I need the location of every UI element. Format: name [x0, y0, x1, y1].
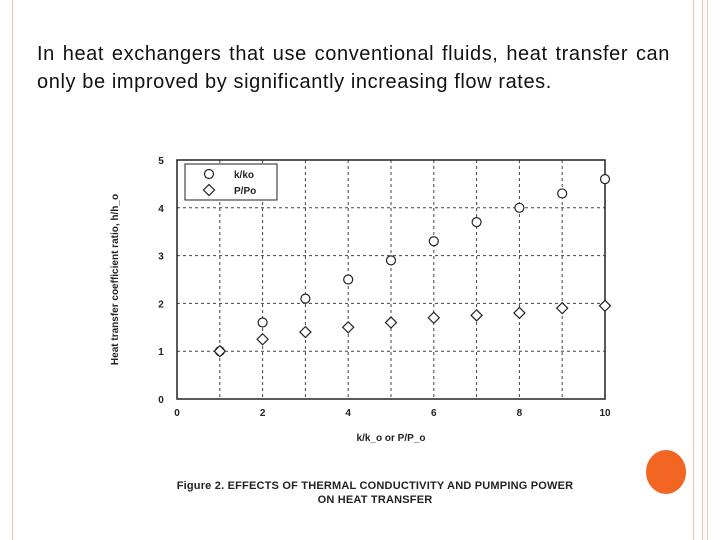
diamond-data-point: [213, 344, 227, 358]
legend-label: P/Po: [234, 186, 256, 197]
circle-data-point: [428, 236, 439, 247]
legend-circle-marker: [203, 168, 215, 180]
scatter-chart: 0 2 4 6 8 10 0 1 2 3 4 5 k/k_o or P/P_o Heat transfer…: [110, 156, 612, 444]
legend-box: [184, 163, 278, 201]
diamond-data-point: [598, 299, 612, 313]
legend-diamond-marker: [202, 183, 216, 197]
frame-line-right-2: [702, 0, 703, 540]
frame-line-left: [12, 0, 13, 540]
x-tick-label: 10: [599, 408, 611, 419]
x-tick-label: 2: [260, 408, 266, 419]
y-tick-label: 4: [158, 204, 164, 215]
diamond-data-point: [299, 325, 312, 339]
circle-data-point: [257, 317, 268, 328]
circle-data-point: [514, 202, 525, 213]
diamond-data-point: [470, 309, 483, 322]
y-tick-label: 3: [158, 252, 164, 263]
circle-data-point: [557, 188, 568, 199]
x-axis-label: k/k_o or P/P_o: [357, 433, 426, 444]
frame-line-right-1: [693, 0, 694, 540]
x-tick-label: 8: [517, 408, 523, 419]
accent-circle: [646, 450, 686, 494]
y-tick-label: 5: [158, 156, 164, 167]
diamond-data-point: [384, 316, 398, 329]
circle-data-point: [599, 174, 611, 185]
diamond-data-point: [555, 301, 569, 315]
slide-body-text: In heat exchangers that use conventional…: [37, 43, 670, 93]
y-axis-label: Heat transfer coefficient ratio, h/h_o: [110, 194, 121, 365]
x-tick-label: 4: [345, 408, 351, 419]
y-tick-label: 1: [158, 347, 164, 358]
x-tick-label: 0: [174, 408, 180, 419]
x-tick-label: 6: [431, 408, 437, 419]
diamond-data-point: [427, 311, 441, 325]
figure: 0 2 4 6 8 10 0 1 2 3 4 5 k/k_o or P/P_o Heat transfer…: [100, 140, 620, 515]
figure-caption: Figure 2. EFFECTS OF THERMAL CONDUCTIVIT…: [140, 479, 610, 507]
y-tick-label: 0: [158, 395, 164, 406]
diamond-data-point: [513, 306, 526, 320]
caption-line-1: Figure 2. EFFECTS OF THERMAL CONDUCTIVIT…: [176, 480, 574, 492]
caption-line-2: ON HEAT TRANSFER: [317, 494, 433, 506]
circle-data-point: [385, 255, 397, 266]
y-tick-label: 2: [158, 299, 164, 310]
circle-data-point: [471, 217, 482, 228]
circle-data-point: [300, 293, 311, 304]
diamond-data-point: [341, 320, 355, 334]
legend-label: k/ko: [234, 170, 254, 181]
circle-data-point: [343, 274, 354, 285]
frame-line-right-3: [707, 0, 708, 540]
plot-frame: [176, 159, 606, 400]
diamond-data-point: [256, 332, 269, 346]
